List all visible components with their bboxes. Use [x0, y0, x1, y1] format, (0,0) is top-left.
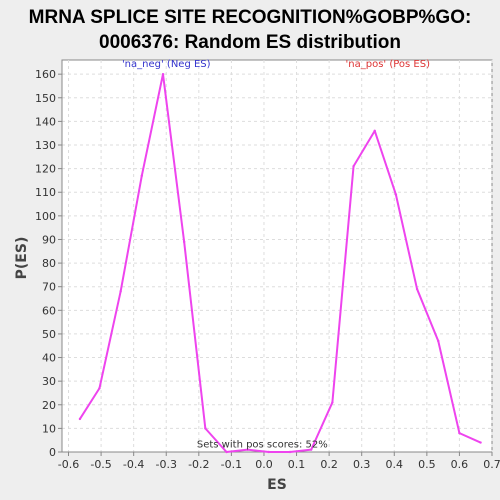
data-point — [310, 448, 313, 451]
y-tick-label: 30 — [42, 375, 56, 388]
y-tick-label: 60 — [42, 304, 56, 317]
x-tick-label: 0.5 — [418, 458, 436, 471]
data-point — [394, 193, 398, 196]
y-tick-label: 70 — [42, 281, 56, 294]
x-tick-label: 0.0 — [255, 458, 273, 471]
y-tick-label: 0 — [49, 446, 56, 459]
x-tick-label: -0.4 — [123, 458, 144, 471]
annotations-layer: 'na_neg' (Neg ES) 'na_pos' (Pos ES) Sets w… — [122, 59, 430, 450]
chart-annotation: Sets with pos scores: 52% — [197, 439, 328, 450]
data-point — [373, 129, 376, 133]
y-tick-label: 150 — [35, 92, 56, 105]
data-point — [140, 174, 144, 177]
data-point — [331, 401, 334, 404]
grid-lines — [62, 60, 493, 453]
data-point — [458, 431, 461, 435]
data-point — [437, 339, 440, 343]
x-tick-label: 0.7 — [483, 458, 500, 471]
y-tick-label: 40 — [42, 352, 56, 365]
x-tick-label: -0.3 — [156, 458, 177, 471]
y-axis-label: P(ES) — [14, 237, 30, 280]
y-tick-label: 50 — [42, 328, 56, 341]
x-tick-label: -0.5 — [90, 458, 111, 471]
y-tick-label: 20 — [42, 399, 56, 412]
y-tick-label: 10 — [42, 422, 56, 435]
data-point — [415, 287, 419, 291]
x-tick-label: 0.6 — [451, 458, 469, 471]
series-layer — [78, 72, 482, 454]
x-tick-label: 0.2 — [320, 458, 338, 471]
y-tick-label: 140 — [35, 115, 56, 128]
y-tick-label: 80 — [42, 257, 56, 270]
data-point — [161, 72, 165, 76]
x-tick-label: 0.3 — [353, 458, 371, 471]
x-tick-label: -0.6 — [58, 458, 79, 471]
x-tick-label: 0.1 — [288, 458, 306, 471]
data-point — [352, 165, 355, 168]
data-point — [204, 427, 207, 430]
y-axis-ticks: 0 10 20 30 40 50 60 70 80 90 100 110 120 130 140 150 160 — [35, 68, 62, 459]
data-point — [479, 441, 482, 444]
data-point — [98, 387, 101, 390]
y-tick-label: 160 — [35, 68, 56, 81]
chart-title-line-1: MRNA SPLICE SITE RECOGNITION%GOBP%GO: — [29, 7, 472, 28]
x-tick-label: -0.2 — [188, 458, 209, 471]
data-point — [119, 290, 122, 293]
x-axis-label: ES — [267, 477, 287, 493]
y-tick-label: 120 — [35, 163, 56, 176]
es-distribution-line — [79, 73, 482, 453]
x-tick-label: 0.4 — [386, 458, 404, 471]
y-tick-label: 110 — [35, 186, 56, 199]
data-point — [182, 240, 186, 244]
y-tick-label: 130 — [35, 139, 56, 152]
y-tick-label: 100 — [35, 210, 56, 223]
chart-annotation: 'na_pos' (Pos ES) — [346, 59, 431, 70]
chart-annotation: 'na_neg' (Neg ES) — [122, 59, 211, 70]
y-tick-label: 90 — [42, 233, 56, 246]
data-point — [246, 448, 249, 451]
data-point — [288, 450, 292, 454]
x-axis-ticks: -0.6 -0.5 -0.4 -0.3 -0.2 -0.1 0.0 0.1 0.2 0.3 0.4 0… — [58, 452, 500, 471]
chart-title-line-2: 0006376: Random ES distribution — [99, 32, 401, 53]
data-point — [225, 450, 228, 454]
data-point — [267, 450, 271, 454]
data-point — [78, 417, 82, 421]
x-tick-label: -0.1 — [221, 458, 242, 471]
